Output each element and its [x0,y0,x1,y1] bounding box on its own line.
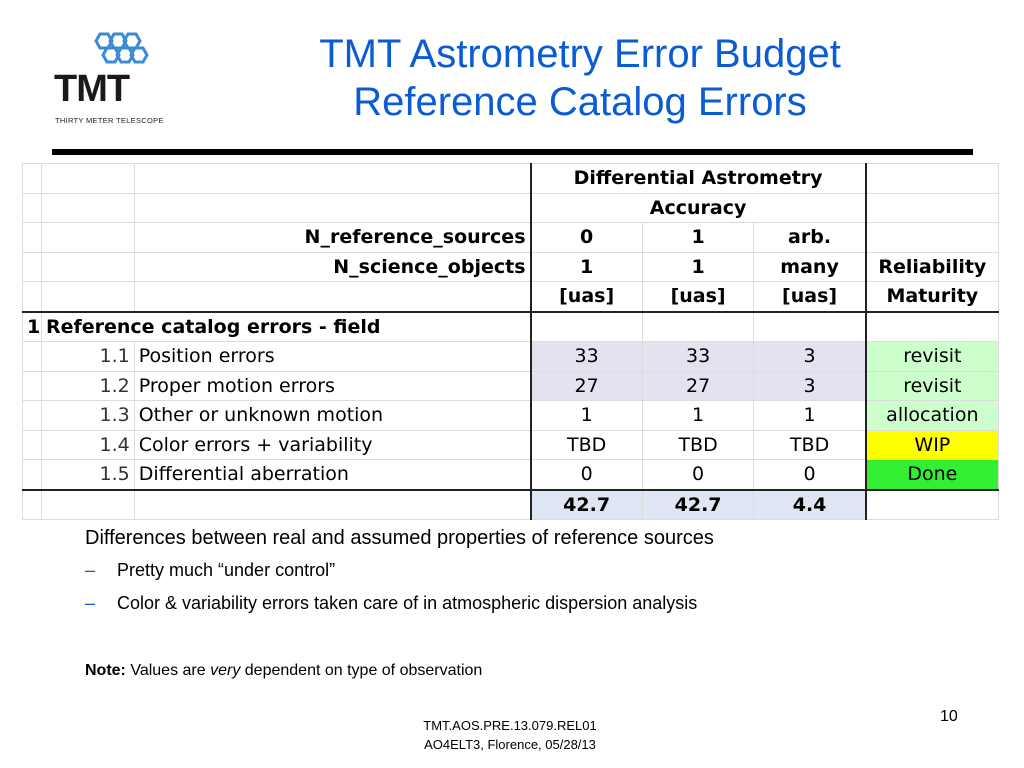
hexagon-mirror-icon [94,32,149,64]
dash-bullet-icon: – [85,560,96,580]
row-number: 1.2 [40,370,135,401]
n-sci-value: 1 [529,251,643,282]
section-row: 1 Reference catalog errors - field [22,310,999,342]
note-pre: Values are [125,662,211,679]
header-row-units: [uas] [uas] [uas] Maturity [22,281,999,312]
title-line-2: Reference Catalog Errors [353,80,807,124]
tmt-logo: TMT THIRTY METER TELESCOPE [52,32,192,132]
row-label: Differential aberration [133,459,532,490]
row-label: Color errors + variability [133,429,532,460]
value-cell: TBD [529,429,643,460]
value-cell: 33 [641,341,755,372]
table-row: 1.1 Position errors 33 33 3 revisit [22,341,999,372]
bullet-main: Differences between real and assumed pro… [85,527,714,549]
header-row-nref: N_reference_sources 0 1 arb. [22,222,999,253]
footer-event: AO4ELT3, Florence, 05/28/13 [424,737,596,752]
bullet-sub-item: – Color & variability errors taken care o… [85,593,714,614]
status-badge: revisit [865,370,999,401]
value-cell: 0 [753,459,867,490]
bullet-sub-text: Pretty much “under control” [117,560,336,580]
value-cell: 27 [641,370,755,401]
row-number: 1.3 [40,400,135,431]
n-ref-value: 1 [641,222,755,253]
column-group-title: Differential Astrometry [529,163,867,194]
n-ref-value: arb. [753,222,867,253]
maturity-header: Maturity [865,281,999,312]
value-cell: 1 [641,400,755,431]
error-budget-table: Differential Astrometry Accuracy N_refer… [22,163,999,520]
table-row: 1.3 Other or unknown motion 1 1 1 alloca… [22,400,999,431]
row-number: 1.5 [40,459,135,490]
unit-label: [uas] [753,281,867,312]
status-badge: allocation [865,400,999,431]
footer: TMT.AOS.PRE.13.079.REL01 AO4ELT3, Floren… [380,716,640,754]
bullet-list: Differences between real and assumed pro… [85,527,714,626]
value-cell: 27 [529,370,643,401]
value-cell: 33 [529,341,643,372]
value-cell: TBD [753,429,867,460]
status-badge: revisit [865,341,999,372]
column-group-subtitle: Accuracy [529,192,867,223]
table-row: 1.4 Color errors + variability TBD TBD T… [22,429,999,460]
header-row-2: Accuracy [22,192,999,223]
logo-wordmark: TMT [54,68,130,110]
note-emphasis: very [210,662,241,679]
note-label: Note: [85,662,126,679]
footer-doc-id: TMT.AOS.PRE.13.079.REL01 [423,718,597,733]
n-science-objects-label: N_science_objects [133,251,532,282]
slide-title: TMT Astrometry Error Budget Reference Ca… [200,30,960,126]
title-line-1: TMT Astrometry Error Budget [319,32,841,76]
n-reference-sources-label: N_reference_sources [133,222,532,253]
n-sci-value: 1 [641,251,755,282]
value-cell: TBD [641,429,755,460]
unit-label: [uas] [529,281,643,312]
value-cell: 0 [529,459,643,490]
section-label: Reference catalog errors - field [40,310,532,342]
n-sci-value: many [753,251,867,282]
value-cell: 0 [641,459,755,490]
row-number: 1.1 [40,341,135,372]
table-row: 1.2 Proper motion errors 27 27 3 revisit [22,370,999,401]
header-row-1: Differential Astrometry [22,163,999,194]
value-cell: 3 [753,341,867,372]
status-badge: Done [865,459,999,490]
page-number: 10 [940,708,958,725]
table-row: 1.5 Differential aberration 0 0 0 Done [22,459,999,490]
header-row-nsci: N_science_objects 1 1 many Reliability [22,251,999,282]
reliability-header: Reliability [865,251,999,282]
row-label: Proper motion errors [133,370,532,401]
row-label: Position errors [133,341,532,372]
totals-row: 42.7 42.7 4.4 [22,488,999,520]
status-badge: WIP [865,429,999,460]
dash-bullet-icon: – [85,593,96,613]
bullet-sub-text: Color & variability errors taken care of… [117,593,698,613]
n-ref-value: 0 [529,222,643,253]
note-post: dependent on type of observation [240,662,483,679]
total-cell: 42.7 [529,488,643,520]
section-number: 1 [22,310,42,342]
note-text: Note: Values are very dependent on type … [85,662,482,680]
value-cell: 1 [753,400,867,431]
row-number: 1.4 [40,429,135,460]
row-label: Other or unknown motion [133,400,532,431]
bullet-sub-item: – Pretty much “under control” [85,560,714,581]
unit-label: [uas] [641,281,755,312]
value-cell: 3 [753,370,867,401]
total-cell: 42.7 [641,488,755,520]
total-cell: 4.4 [753,488,867,520]
value-cell: 1 [529,400,643,431]
logo-subtitle: THIRTY METER TELESCOPE [55,116,164,125]
title-divider [52,149,973,155]
